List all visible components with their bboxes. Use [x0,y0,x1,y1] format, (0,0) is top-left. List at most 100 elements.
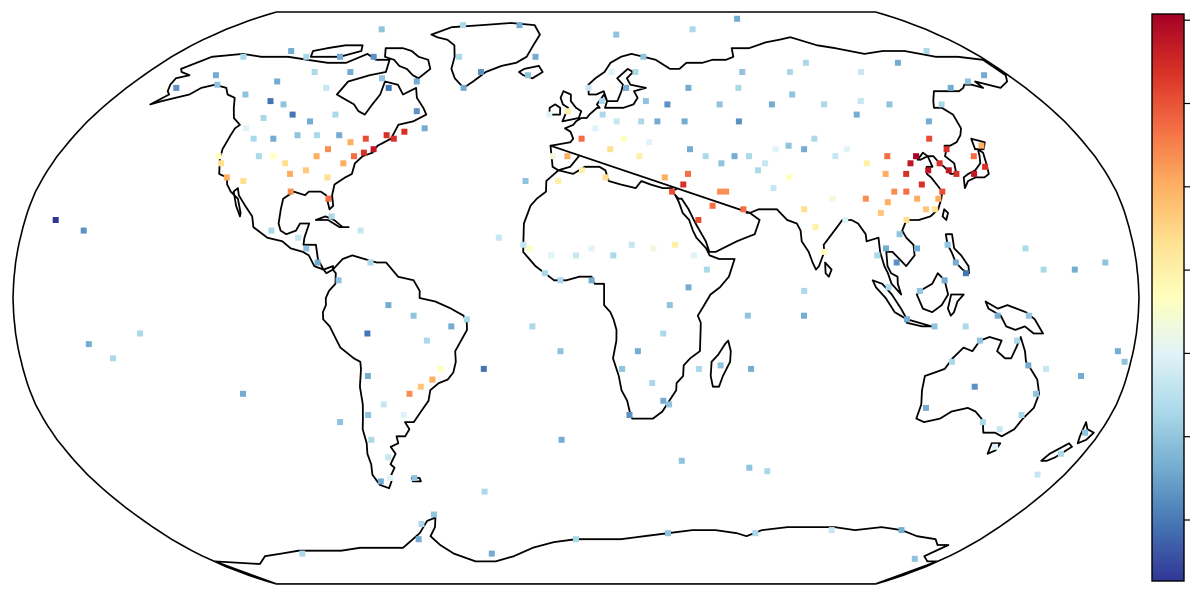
station-marker [370,146,377,153]
station-marker [287,170,293,177]
station-marker [303,53,310,60]
station-marker [1040,266,1047,273]
station-marker [947,84,954,91]
station-marker [255,153,262,160]
station-marker [862,195,869,202]
station-marker [378,26,385,33]
station-marker [884,153,891,160]
station-marker [882,170,889,177]
station-marker [430,511,437,518]
station-marker [287,188,294,195]
station-marker [695,365,702,372]
station-marker [935,195,942,202]
station-marker [970,153,977,160]
station-marker [913,153,920,160]
colorbar-gradient [1152,14,1184,581]
station-marker [383,132,390,139]
station-marker [812,224,819,231]
station-marker [660,330,667,337]
station-marker [1121,358,1128,365]
station-marker [918,181,925,188]
station-marker [495,234,502,241]
station-marker [666,401,673,408]
station-marker [588,277,595,284]
station-marker [762,160,769,167]
station-marker [1025,362,1032,369]
station-marker [932,206,939,213]
station-marker [666,302,673,309]
station-marker [620,135,627,142]
station-marker [578,167,585,174]
station-marker [335,277,342,284]
station-marker [401,128,408,135]
station-marker [748,365,755,372]
station-marker [406,390,413,397]
station-marker [672,241,679,248]
station-marker [723,188,730,195]
station-marker [801,312,807,319]
station-marker [768,101,775,108]
station-marker [598,98,605,105]
cuba-outline [314,215,350,228]
station-marker [640,53,647,60]
station-marker [709,202,716,209]
station-marker [215,153,222,160]
station-marker [943,146,950,153]
station-marker [979,419,986,426]
station-marker [573,252,579,259]
station-marker [703,266,710,273]
station-marker [364,330,371,337]
station-marker [941,277,948,284]
station-marker [680,181,687,188]
station-marker [903,316,910,323]
station-marker [903,188,910,195]
station-marker [654,118,661,125]
station-marker [896,231,903,238]
station-marker [735,84,742,91]
station-marker [337,419,344,426]
station-marker [337,53,343,60]
canadian-arctic-outline [309,44,364,58]
station-marker [480,365,487,372]
station-marker [1078,373,1084,379]
station-marker [953,170,960,177]
japan-outline [962,148,990,189]
station-marker [481,488,488,495]
station-marker [786,174,793,181]
south-america-outline [322,254,468,490]
station-marker [303,245,310,252]
station-marker [385,454,392,461]
station-marker [260,115,267,121]
station-marker [525,72,531,79]
station-marker [488,550,495,557]
station-marker [280,101,287,108]
station-marker [642,98,649,105]
station-marker [755,167,761,174]
station-marker [557,348,564,355]
station-marker [1022,245,1029,252]
station-marker [952,259,959,266]
station-marker [764,468,771,475]
station-marker [623,84,629,91]
station-marker [243,125,249,132]
station-marker [744,312,751,319]
station-marker [364,373,371,379]
station-marker [1043,365,1049,372]
antarctica-outline [213,516,950,584]
station-marker [328,213,335,220]
station-marker [931,323,938,330]
station-marker [370,53,377,60]
station-marker [843,146,850,153]
station-marker [811,135,818,142]
station-marker [336,132,343,139]
station-marker [646,139,653,146]
station-marker [549,153,556,160]
station-marker [828,527,835,534]
station-marker [270,135,277,142]
station-marker [1034,471,1041,478]
station-marker [734,15,741,22]
station-marker [923,48,930,54]
station-marker [421,125,428,132]
station-marker [520,241,527,248]
station-marker [541,270,548,277]
